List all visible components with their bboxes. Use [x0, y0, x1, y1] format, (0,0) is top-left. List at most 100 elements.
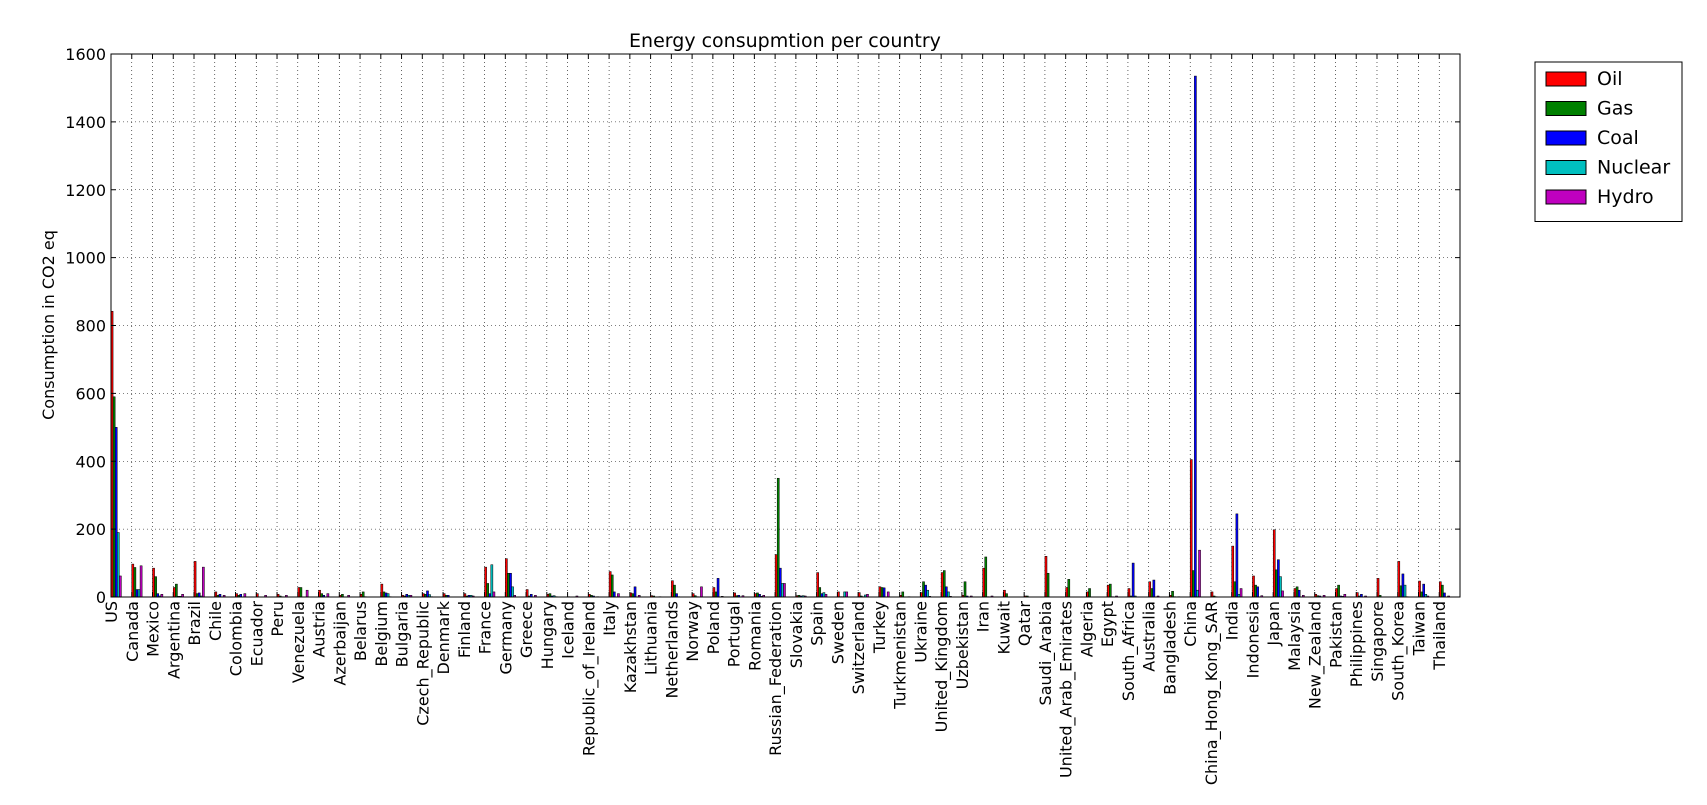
bar-nuclear	[823, 593, 825, 597]
x-tick-label: Czech_Republic	[413, 601, 433, 726]
axis-ticks	[111, 54, 1460, 597]
bar-coal	[1257, 587, 1259, 597]
y-tick-label: 1600	[65, 45, 106, 64]
bar-gas	[756, 593, 758, 597]
legend-label-nuclear: Nuclear	[1597, 157, 1670, 179]
bar-coal	[489, 594, 491, 597]
bar-coal	[779, 568, 781, 597]
x-tick-label: Peru	[268, 601, 287, 637]
bar-hydro	[306, 590, 308, 597]
bar-hydro	[493, 592, 495, 597]
x-tick-label: Mexico	[144, 601, 163, 657]
bar-gas	[1400, 586, 1402, 597]
bar-gas	[113, 397, 115, 597]
x-tick-label: US	[102, 601, 121, 623]
x-tick-label: Argentina	[164, 601, 183, 679]
bar-hydro	[244, 594, 246, 597]
x-tick-label: Austria	[310, 601, 329, 658]
bars-group	[111, 76, 1450, 597]
x-tick-label: Iceland	[559, 601, 578, 659]
bar-nuclear	[138, 590, 140, 597]
bar-gas	[819, 588, 821, 598]
y-tick-label: 1000	[65, 249, 106, 268]
x-tick-label: Poland	[704, 601, 723, 654]
x-tick-label: Taiwan	[1410, 601, 1429, 656]
legend-swatch-oil	[1546, 72, 1586, 86]
bar-gas	[1255, 585, 1257, 597]
bar-coal	[1443, 593, 1445, 597]
bar-gas	[1421, 592, 1423, 597]
bar-coal	[1402, 574, 1404, 597]
x-tick-label: Portugal	[725, 601, 744, 667]
bar-hydro	[846, 592, 848, 597]
x-tick-label: Chile	[206, 601, 225, 641]
x-tick-label: Algeria	[1077, 601, 1096, 657]
bar-coal	[1194, 76, 1196, 597]
bar-gas	[1441, 585, 1443, 597]
bar-oil	[505, 559, 507, 597]
bar-gas	[632, 594, 634, 597]
x-tick-label: Ukraine	[911, 601, 930, 663]
bar-gas	[1047, 573, 1049, 597]
x-tick-label: Azerbaijan	[330, 601, 349, 686]
x-tick-label: United_Kingdom	[932, 601, 952, 732]
x-tick-label: Slovakia	[787, 601, 806, 668]
bar-coal	[1132, 563, 1134, 597]
bar-gas	[777, 478, 779, 597]
bar-hydro	[887, 592, 889, 597]
bar-gas	[362, 592, 364, 597]
x-tick-label: Belgium	[372, 601, 391, 667]
x-tick-label: Pakistan	[1327, 601, 1346, 668]
bar-nuclear	[512, 587, 514, 597]
x-tick-label: Turkmenistan	[891, 601, 910, 710]
x-tick-label: Kazakhstan	[621, 601, 640, 693]
x-tick-label: Indonesia	[1244, 601, 1263, 678]
x-tick-label: Bulgaria	[393, 601, 412, 667]
y-tick-label: 1200	[65, 181, 106, 200]
bar-coal	[115, 427, 117, 597]
bar-hydro	[1199, 550, 1201, 597]
legend-label-oil: Oil	[1597, 68, 1623, 90]
bar-oil	[1232, 546, 1234, 597]
bar-oil	[1190, 460, 1192, 597]
bar-coal	[634, 587, 636, 597]
x-tick-label: Belarus	[351, 601, 370, 661]
x-tick-label: Egypt	[1098, 601, 1117, 647]
bar-gas	[196, 594, 198, 597]
bar-coal	[676, 594, 678, 597]
x-tick-label: Ecuador	[247, 601, 266, 667]
x-tick-label: Kuwait	[994, 601, 1013, 654]
bar-gas	[175, 584, 177, 597]
legend-swatch-hydro	[1546, 190, 1586, 204]
bar-coal	[1236, 514, 1238, 597]
legend-label-coal: Coal	[1597, 127, 1639, 149]
x-tick-label: Switzerland	[849, 601, 868, 694]
bar-gas	[507, 573, 509, 597]
bar-coal	[821, 594, 823, 597]
x-tick-label: Venezuela	[289, 601, 308, 683]
bar-nuclear	[844, 592, 846, 597]
x-tick-label: Colombia	[227, 601, 246, 676]
bar-hydro	[119, 576, 121, 597]
bar-coal	[717, 578, 719, 597]
bar-hydro	[617, 594, 619, 597]
bar-hydro	[327, 594, 329, 597]
x-tick-label: Iran	[974, 601, 993, 632]
x-tick-label: Brazil	[185, 601, 204, 646]
bar-gas	[902, 592, 904, 597]
x-tick-label: Hungary	[538, 601, 557, 669]
x-tick-label: Finland	[455, 601, 474, 658]
bar-coal	[426, 591, 428, 597]
bar-oil	[775, 555, 777, 597]
bar-nuclear	[1279, 577, 1281, 597]
bar-gas	[1172, 591, 1174, 597]
bar-nuclear	[947, 592, 949, 597]
plot-area-frame	[111, 54, 1460, 597]
x-tick-label: South_Africa	[1119, 601, 1139, 701]
x-tick-label: Netherlands	[662, 601, 681, 699]
bar-coal	[945, 587, 947, 597]
x-tick-label: Romania	[745, 601, 764, 671]
bar-gas	[943, 571, 945, 597]
bar-gas	[715, 592, 717, 597]
